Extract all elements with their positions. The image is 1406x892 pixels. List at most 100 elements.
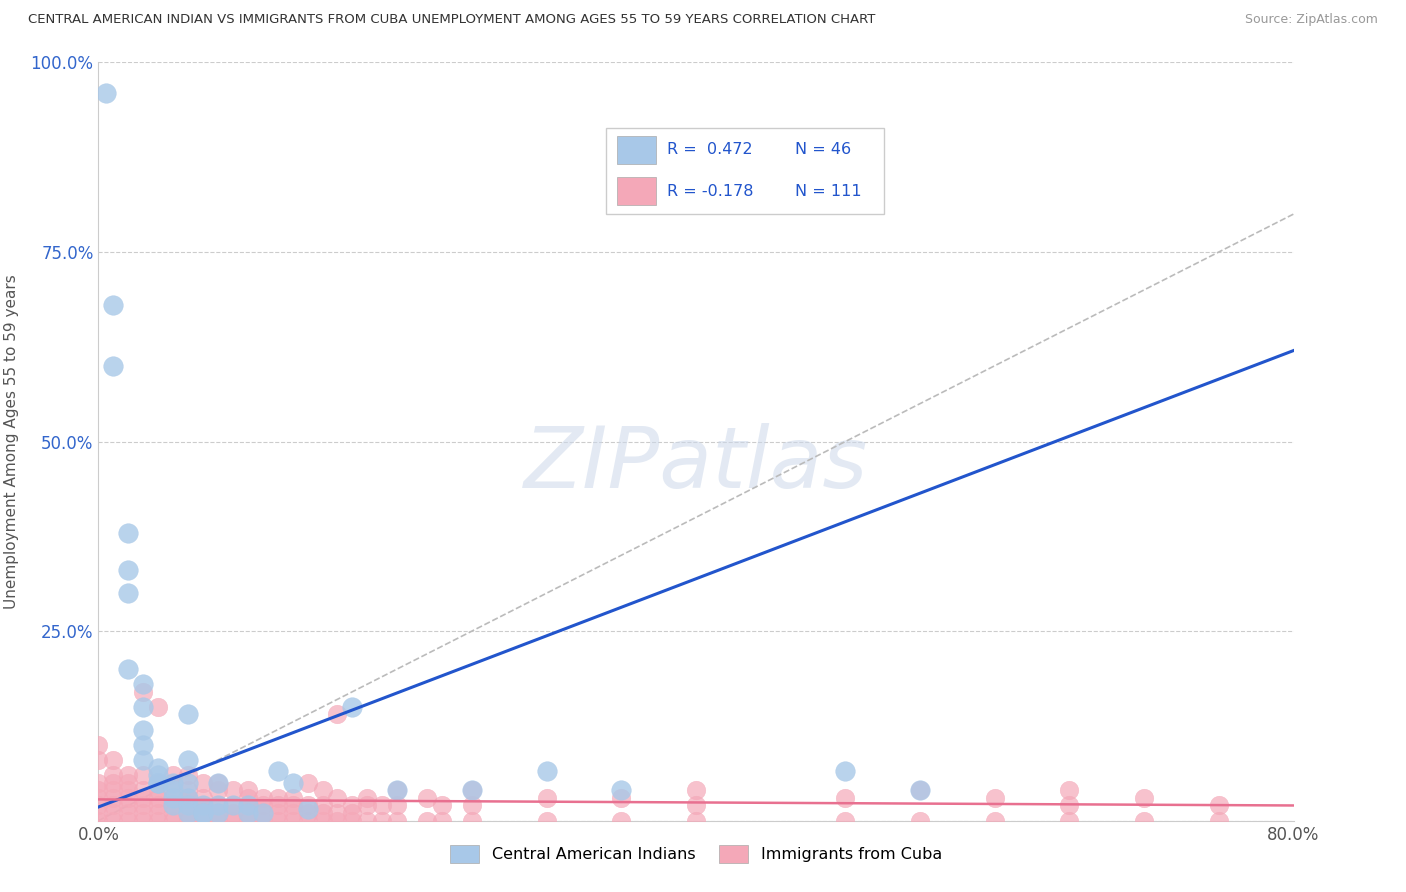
Point [191,798,214,813]
Point [252,791,274,805]
Point [148,791,170,805]
Text: N = 111: N = 111 [796,184,862,199]
Point [132,753,155,767]
Point [132,814,155,828]
Point [536,764,558,779]
Point [132,791,155,805]
Point [117,791,139,805]
Point [342,814,364,828]
Point [342,798,364,813]
Point [103,791,125,805]
Point [326,806,349,821]
Point [117,525,139,540]
Point [207,814,229,828]
Point [87,776,110,790]
Point [1059,814,1081,828]
Point [1208,814,1230,828]
Point [207,806,229,821]
Point [385,798,409,813]
Point [281,814,304,828]
Point [416,814,439,828]
Point [685,814,707,828]
Point [281,798,304,813]
Point [87,783,110,797]
Point [162,814,184,828]
Point [148,760,170,774]
Point [1133,814,1156,828]
Point [267,806,290,821]
Point [207,783,229,797]
Point [834,814,856,828]
Point [177,753,200,767]
Point [236,791,259,805]
Point [326,791,349,805]
Point [297,776,319,790]
Point [1133,791,1156,805]
Point [117,768,139,782]
Text: Source: ZipAtlas.com: Source: ZipAtlas.com [1244,13,1378,27]
Point [103,768,125,782]
Point [148,776,170,790]
Point [536,791,558,805]
Point [132,768,155,782]
Point [191,806,214,821]
Point [342,806,364,821]
Point [148,768,170,782]
Point [103,776,125,790]
Point [117,783,139,797]
Text: CENTRAL AMERICAN INDIAN VS IMMIGRANTS FROM CUBA UNEMPLOYMENT AMONG AGES 55 TO 59: CENTRAL AMERICAN INDIAN VS IMMIGRANTS FR… [28,13,876,27]
Point [311,806,333,821]
Point [1059,783,1081,797]
Point [132,723,155,737]
Point [236,806,259,821]
Point [297,802,319,816]
Point [207,798,229,813]
Point [371,798,394,813]
Point [222,798,245,813]
Point [371,814,394,828]
Point [236,783,259,797]
Point [132,798,155,813]
Point [132,685,155,699]
Point [148,783,170,797]
Point [132,677,155,691]
Point [132,783,155,797]
Point [177,798,200,813]
Point [103,806,125,821]
Legend: Central American Indians, Immigrants from Cuba: Central American Indians, Immigrants fro… [444,838,948,870]
Y-axis label: Unemployment Among Ages 55 to 59 years: Unemployment Among Ages 55 to 59 years [4,274,20,609]
Point [356,791,378,805]
Point [191,806,214,821]
Point [461,798,484,813]
Point [132,699,155,714]
Point [610,791,633,805]
Point [177,814,200,828]
Point [834,791,856,805]
Point [191,791,214,805]
Point [177,707,200,722]
Point [908,783,931,797]
Point [117,586,139,600]
Point [267,814,290,828]
Point [148,699,170,714]
Point [87,791,110,805]
Point [311,783,333,797]
Point [191,806,214,821]
Point [236,814,259,828]
Point [685,798,707,813]
Point [132,738,155,752]
Point [177,768,200,782]
Point [236,798,259,813]
Point [311,798,333,813]
Point [117,564,139,578]
Point [536,814,558,828]
Point [297,798,319,813]
Point [162,776,184,790]
Point [461,783,484,797]
Point [177,791,200,805]
Bar [617,136,657,164]
Point [117,814,139,828]
Text: R =  0.472: R = 0.472 [668,143,754,158]
Point [222,806,245,821]
Point [326,707,349,722]
